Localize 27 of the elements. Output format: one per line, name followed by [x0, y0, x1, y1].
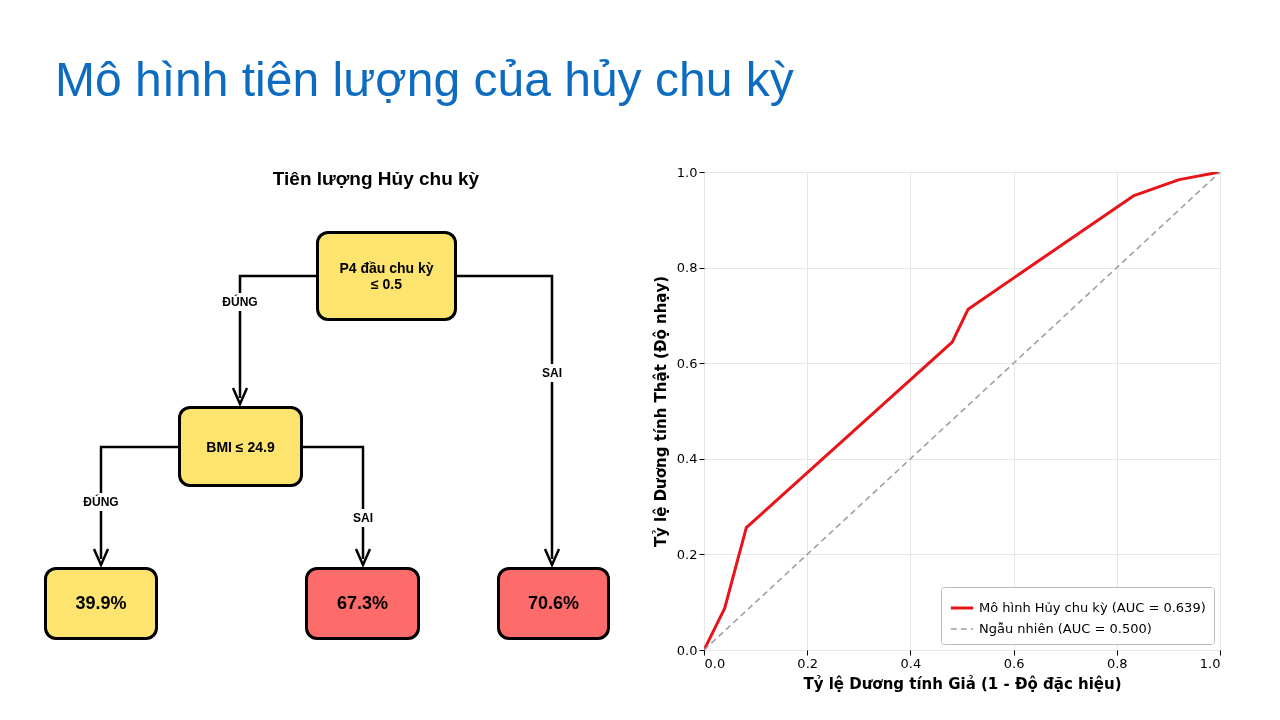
x-tick-label: 0.8 [1106, 655, 1128, 671]
x-tick-label: 0.4 [900, 655, 922, 671]
y-tick-label: 1.0 [676, 164, 698, 180]
y-tick-label: 0.6 [676, 355, 698, 371]
x-tick-label: 0.2 [797, 655, 819, 671]
text: ĐÚNG [83, 493, 119, 511]
text: SAI [352, 509, 374, 527]
text: SAI [541, 364, 563, 382]
text: BMI ≤ 24.9 [178, 406, 303, 487]
y-tick-label: 0.0 [676, 642, 698, 658]
text: 39.9% [44, 567, 158, 640]
x-tick-label: 0.6 [1003, 655, 1025, 671]
y-tick-label: 0.8 [676, 260, 698, 276]
x-axis-title: Tỷ lệ Dương tính Giả (1 - Độ đặc hiệu) [803, 674, 1122, 693]
y-axis-title: Tỷ lệ Dương tính Thật (Độ nhạy) [651, 275, 670, 548]
x-tick-label: 1.0 [1199, 655, 1221, 671]
text: 70.6% [497, 567, 610, 640]
x-tick-label: 0.0 [704, 655, 726, 671]
text: Tiên lượng Hủy chu kỳ [271, 168, 481, 190]
text: 67.3% [305, 567, 420, 640]
legend-label: Mô hình Hủy chu kỳ (AUC = 0.639) [979, 600, 1206, 615]
y-tick-label: 0.4 [676, 451, 698, 467]
text: P4 đầu chu kỳ ≤ 0.5 [316, 231, 457, 321]
text: Mô hình tiên lượng của hủy chu kỳ [55, 52, 794, 107]
text: ĐÚNG [222, 293, 258, 311]
y-tick-label: 0.2 [676, 546, 698, 562]
legend-label: Ngẫu nhiên (AUC = 0.500) [979, 621, 1152, 636]
